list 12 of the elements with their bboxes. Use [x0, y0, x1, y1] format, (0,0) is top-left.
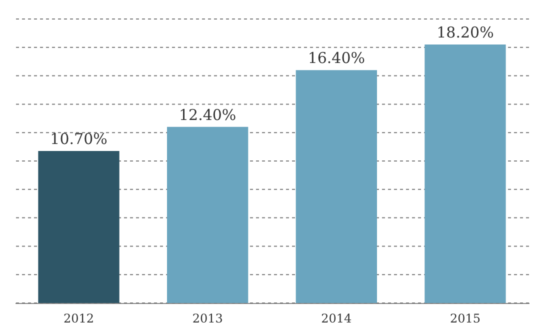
- bar: [38, 151, 120, 303]
- bar: [424, 44, 506, 303]
- data-label: 12.40%: [178, 106, 236, 124]
- x-tick-label: 2014: [321, 312, 352, 326]
- bar: [296, 70, 377, 303]
- data-label: 10.70%: [50, 130, 108, 148]
- x-tick-label: 2015: [450, 312, 481, 326]
- x-tick-label: 2012: [63, 312, 94, 326]
- bar: [167, 126, 248, 303]
- x-tick-label: 2013: [192, 312, 223, 326]
- data-label: 16.40%: [308, 49, 366, 68]
- data-label: 18.20%: [436, 24, 494, 42]
